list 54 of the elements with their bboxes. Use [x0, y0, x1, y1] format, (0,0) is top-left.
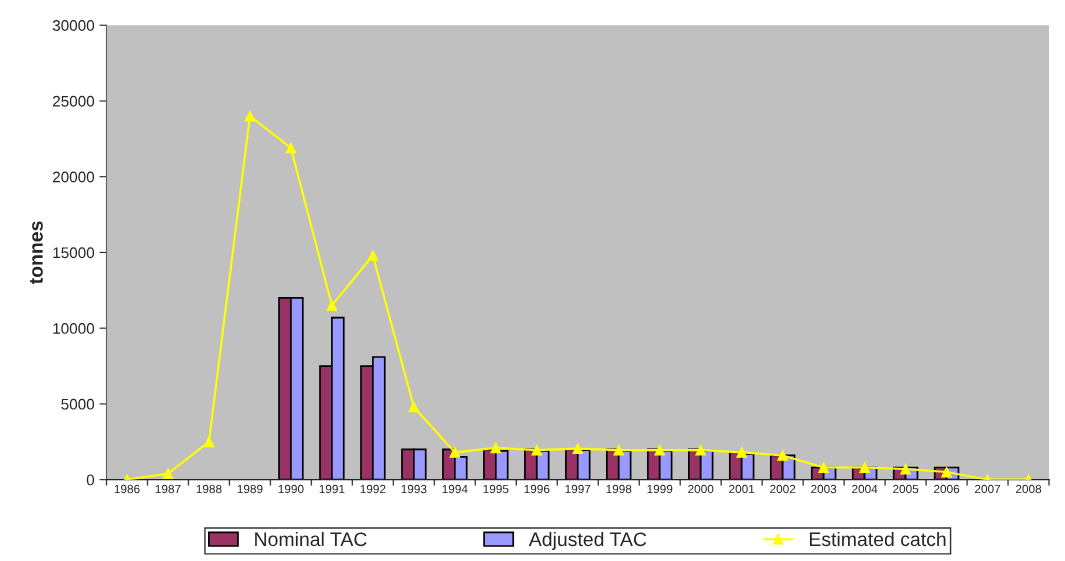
x-tick-label: 2003	[811, 484, 837, 494]
y-tick-label: 25000	[52, 95, 95, 107]
point	[244, 110, 256, 122]
x-tick-label: 1990	[278, 484, 304, 494]
point	[326, 300, 338, 311]
point	[777, 450, 789, 461]
x-tick-label: 1992	[360, 484, 386, 494]
x-tick-label: 1991	[319, 484, 345, 494]
y-axis-title: tonnes	[29, 221, 43, 285]
point	[490, 442, 502, 454]
x-tick-label: 1996	[524, 484, 550, 494]
x-tick-label: 2002	[770, 484, 796, 494]
x-tick-label: 1994	[442, 484, 468, 494]
point	[203, 436, 215, 448]
y-tick-label: 20000	[52, 171, 95, 183]
point	[613, 444, 625, 456]
point	[285, 142, 297, 154]
x-tick-label: 1987	[155, 484, 181, 494]
point	[449, 447, 461, 458]
x-tick-label: 1998	[606, 484, 632, 494]
y-tick-label: 30000	[52, 20, 95, 31]
point	[859, 462, 870, 473]
point	[531, 444, 543, 456]
y-tick-label: 10000	[53, 323, 95, 334]
point	[162, 468, 174, 479]
point	[941, 466, 952, 478]
point	[695, 444, 707, 456]
legend-label: Estimated catch	[809, 531, 946, 547]
x-tick-label: 2005	[893, 484, 919, 494]
x-tick-label: 1999	[647, 484, 673, 494]
y-tick-label: 0	[86, 474, 95, 486]
point	[367, 250, 379, 261]
legend-label: Nominal TAC	[255, 531, 367, 547]
x-tick-label: 2006	[934, 484, 960, 494]
point	[818, 462, 830, 473]
x-tick-label: 1988	[196, 484, 222, 494]
point	[654, 444, 666, 456]
x-tick-label: 2001	[729, 484, 755, 494]
point	[900, 463, 911, 475]
x-tick-label: 2004	[852, 484, 878, 494]
point	[736, 447, 748, 458]
point	[572, 443, 584, 454]
x-tick-label: 1989	[237, 484, 263, 494]
x-tick-label: 2008	[1016, 484, 1042, 494]
x-tick-label: 1995	[483, 484, 509, 494]
x-tick-label: 1986	[114, 484, 140, 494]
y-tick-label: 15000	[53, 247, 95, 259]
x-tick-label: 2000	[688, 484, 714, 494]
x-tick-label: 2007	[975, 484, 1001, 494]
legend-label: Adjusted TAC	[528, 531, 647, 551]
x-tick-label: 1993	[401, 484, 427, 494]
y-tick-label: 5000	[61, 398, 95, 410]
point	[408, 401, 420, 413]
x-tick-label: 1997	[565, 484, 591, 494]
